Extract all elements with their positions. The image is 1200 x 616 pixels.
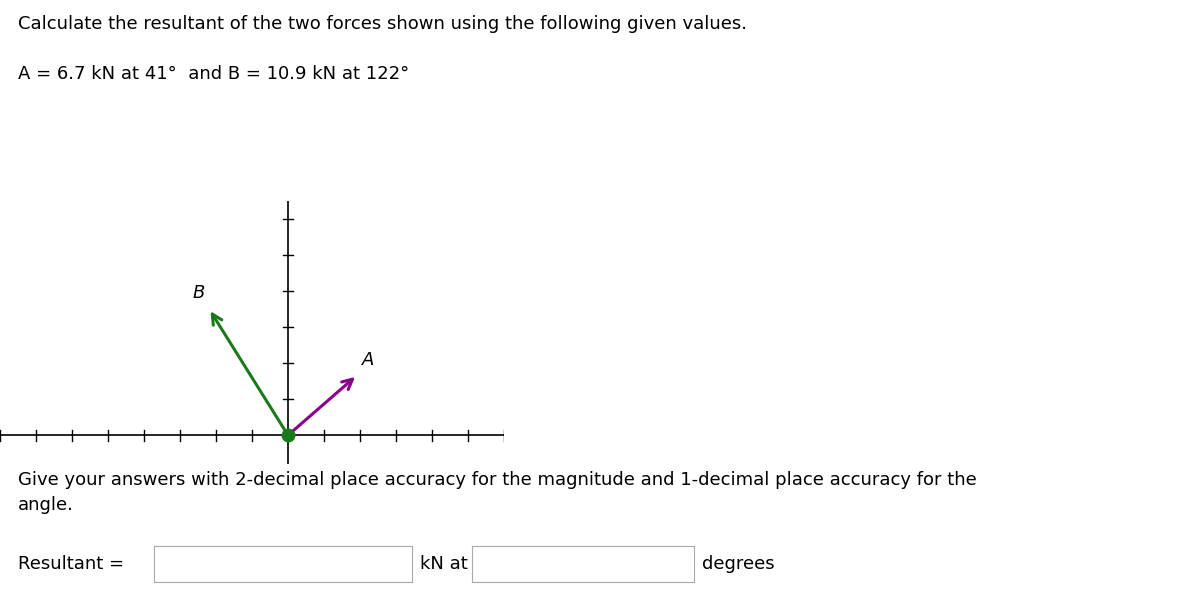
Text: Give your answers with 2-decimal place accuracy for the magnitude and 1-decimal : Give your answers with 2-decimal place a… bbox=[18, 471, 977, 514]
Text: kN at: kN at bbox=[420, 554, 468, 573]
Text: A: A bbox=[361, 351, 374, 368]
Text: Calculate the resultant of the two forces shown using the following given values: Calculate the resultant of the two force… bbox=[18, 15, 746, 33]
Text: A = 6.7 kN at 41°  and B = 10.9 kN at 122°: A = 6.7 kN at 41° and B = 10.9 kN at 122… bbox=[18, 65, 409, 83]
Text: degrees: degrees bbox=[702, 554, 775, 573]
Text: Resultant =: Resultant = bbox=[18, 554, 124, 573]
Text: B: B bbox=[193, 285, 205, 302]
